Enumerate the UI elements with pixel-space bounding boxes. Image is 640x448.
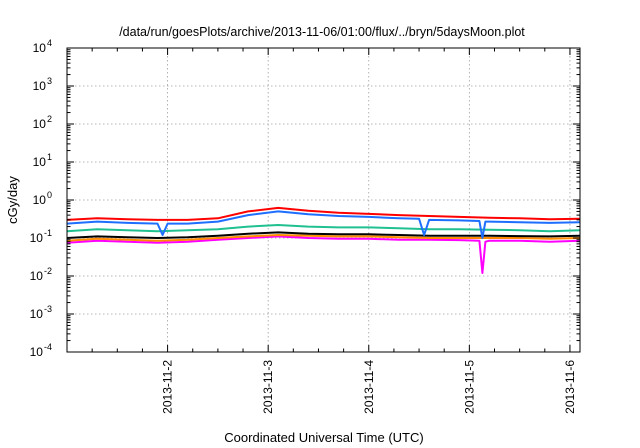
y-axis-label: cGy/day: [5, 176, 20, 224]
x-tick-label: 2013-11-2: [161, 360, 175, 414]
series-line-1: [66, 234, 581, 242]
y-tick-label: 104: [33, 38, 52, 55]
series-line-4: [66, 210, 581, 239]
y-tick-label: 102: [33, 114, 52, 131]
series-line-0: [66, 235, 581, 274]
y-tick-label: 101: [33, 152, 52, 169]
grid: [67, 48, 580, 352]
series-line-2: [66, 231, 581, 239]
x-axis-label: Coordinated Universal Time (UTC): [224, 430, 423, 445]
x-tick-label: 2013-11-5: [462, 360, 476, 414]
series-layer: [66, 206, 581, 274]
y-tick-label: 10-4: [30, 342, 52, 359]
x-axis: 2013-11-2 2013-11-3 2013-11-4 2013-11-5 2013…: [91, 48, 577, 414]
chart-title: /data/run/goesPlots/archive/2013-11-06/0…: [119, 25, 525, 39]
y-tick-label: 103: [33, 76, 52, 93]
y-tick-label: 10-3: [30, 304, 52, 321]
x-tick-label: 2013-11-4: [362, 360, 376, 414]
y-tick-label: 10-1: [30, 228, 52, 245]
x-tick-label: 2013-11-6: [563, 360, 577, 414]
series-line-5: [66, 206, 581, 221]
series-line-3: [66, 224, 581, 233]
y-tick-label: 10-2: [30, 266, 52, 283]
y-tick-label: 100: [33, 190, 52, 207]
x-tick-label: 2013-11-3: [261, 360, 275, 414]
